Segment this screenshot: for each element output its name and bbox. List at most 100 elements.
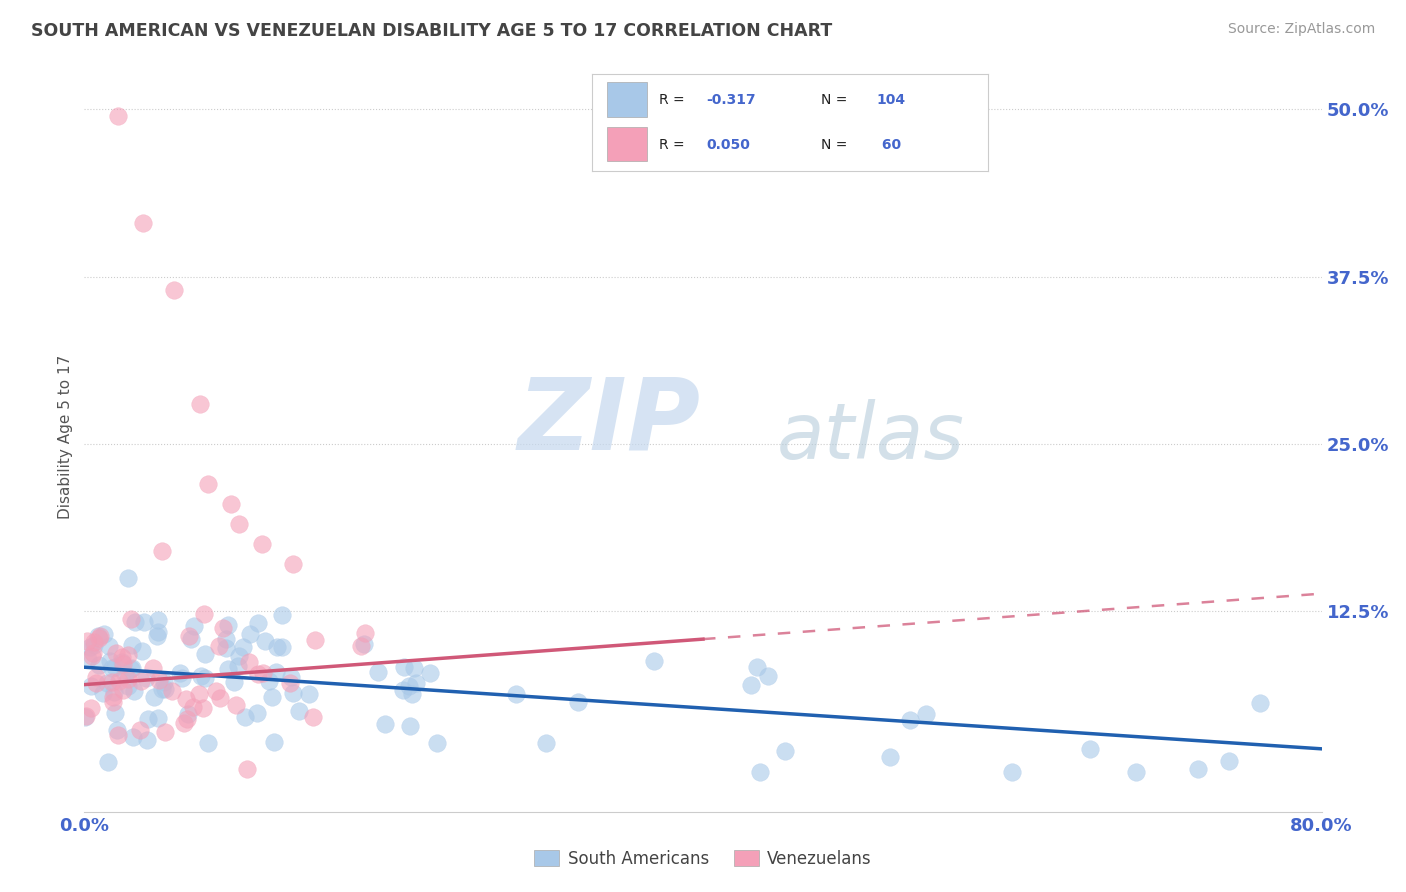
Text: SOUTH AMERICAN VS VENEZUELAN DISABILITY AGE 5 TO 17 CORRELATION CHART: SOUTH AMERICAN VS VENEZUELAN DISABILITY … bbox=[31, 22, 832, 40]
Point bbox=[222, 674, 245, 689]
Point bbox=[89, 631, 111, 645]
Point bbox=[257, 674, 280, 689]
Point bbox=[114, 666, 136, 681]
Point bbox=[98, 655, 121, 669]
Legend: South Americans, Venezuelans: South Americans, Venezuelans bbox=[527, 843, 879, 874]
Point bbox=[124, 615, 146, 629]
Point bbox=[756, 669, 779, 683]
Point bbox=[169, 666, 191, 681]
Point bbox=[264, 665, 287, 680]
Point bbox=[204, 684, 226, 698]
Point bbox=[104, 706, 127, 721]
Point bbox=[194, 671, 217, 685]
Point bbox=[1125, 764, 1147, 779]
Point bbox=[129, 674, 152, 689]
Point bbox=[1078, 742, 1101, 756]
Point bbox=[82, 646, 104, 660]
Point bbox=[567, 695, 589, 709]
Point bbox=[280, 670, 302, 684]
Point bbox=[108, 674, 131, 689]
Point bbox=[129, 723, 152, 738]
Point bbox=[190, 669, 212, 683]
Y-axis label: Disability Age 5 to 17: Disability Age 5 to 17 bbox=[58, 355, 73, 519]
Point bbox=[105, 723, 128, 738]
Point bbox=[150, 681, 173, 696]
Point bbox=[1187, 762, 1209, 776]
Point bbox=[193, 607, 215, 621]
Point bbox=[153, 682, 176, 697]
Point bbox=[111, 657, 134, 671]
Point bbox=[172, 671, 194, 685]
Point bbox=[900, 714, 922, 728]
Point bbox=[96, 756, 118, 770]
Point bbox=[150, 543, 173, 558]
Point bbox=[534, 736, 557, 750]
Point bbox=[217, 617, 239, 632]
Point bbox=[97, 639, 120, 653]
Point bbox=[131, 644, 153, 658]
Point bbox=[748, 764, 770, 779]
Point bbox=[107, 109, 129, 123]
Point bbox=[105, 646, 128, 660]
Text: ZIP: ZIP bbox=[517, 374, 700, 471]
Point bbox=[153, 725, 176, 739]
Point bbox=[100, 675, 122, 690]
Point bbox=[135, 732, 157, 747]
Point bbox=[212, 621, 235, 635]
Point bbox=[121, 661, 143, 675]
Point bbox=[101, 690, 124, 704]
Point bbox=[194, 647, 217, 661]
Point bbox=[101, 661, 124, 675]
Point bbox=[96, 675, 118, 690]
Point bbox=[104, 659, 127, 673]
Point bbox=[398, 679, 420, 693]
Point bbox=[191, 701, 214, 715]
Point bbox=[117, 679, 139, 693]
Point bbox=[103, 695, 125, 709]
Point bbox=[350, 639, 373, 653]
Point bbox=[188, 687, 211, 701]
Point bbox=[181, 699, 204, 714]
Point bbox=[142, 690, 165, 704]
Point bbox=[148, 624, 170, 639]
Point bbox=[183, 619, 205, 633]
Point bbox=[160, 683, 183, 698]
Point bbox=[153, 674, 176, 689]
Point bbox=[915, 707, 938, 722]
Point bbox=[87, 658, 110, 673]
Point bbox=[401, 687, 423, 701]
Point bbox=[278, 676, 301, 690]
Point bbox=[197, 476, 219, 491]
Point bbox=[505, 687, 527, 701]
Point bbox=[87, 629, 110, 643]
Point bbox=[79, 701, 101, 715]
Point bbox=[271, 640, 294, 655]
Point bbox=[250, 537, 273, 551]
Point bbox=[236, 762, 259, 776]
Point bbox=[83, 638, 105, 652]
Point bbox=[233, 710, 256, 724]
Point bbox=[1249, 696, 1271, 710]
Point bbox=[228, 517, 250, 532]
Point bbox=[188, 396, 211, 410]
Point bbox=[367, 665, 389, 680]
Point bbox=[392, 683, 415, 698]
Point bbox=[110, 649, 132, 664]
Point bbox=[91, 685, 114, 699]
Point bbox=[775, 744, 797, 758]
Point bbox=[79, 679, 101, 693]
Point bbox=[83, 635, 105, 649]
Point bbox=[747, 660, 769, 674]
Point bbox=[148, 673, 170, 687]
Point bbox=[392, 660, 415, 674]
Point bbox=[163, 283, 186, 297]
Point bbox=[117, 571, 139, 585]
Point bbox=[135, 671, 157, 685]
Point bbox=[117, 648, 139, 662]
Point bbox=[208, 691, 231, 706]
Point bbox=[84, 670, 107, 684]
Point bbox=[120, 612, 142, 626]
Point bbox=[263, 735, 285, 749]
Point bbox=[173, 716, 195, 731]
Point bbox=[419, 666, 441, 681]
